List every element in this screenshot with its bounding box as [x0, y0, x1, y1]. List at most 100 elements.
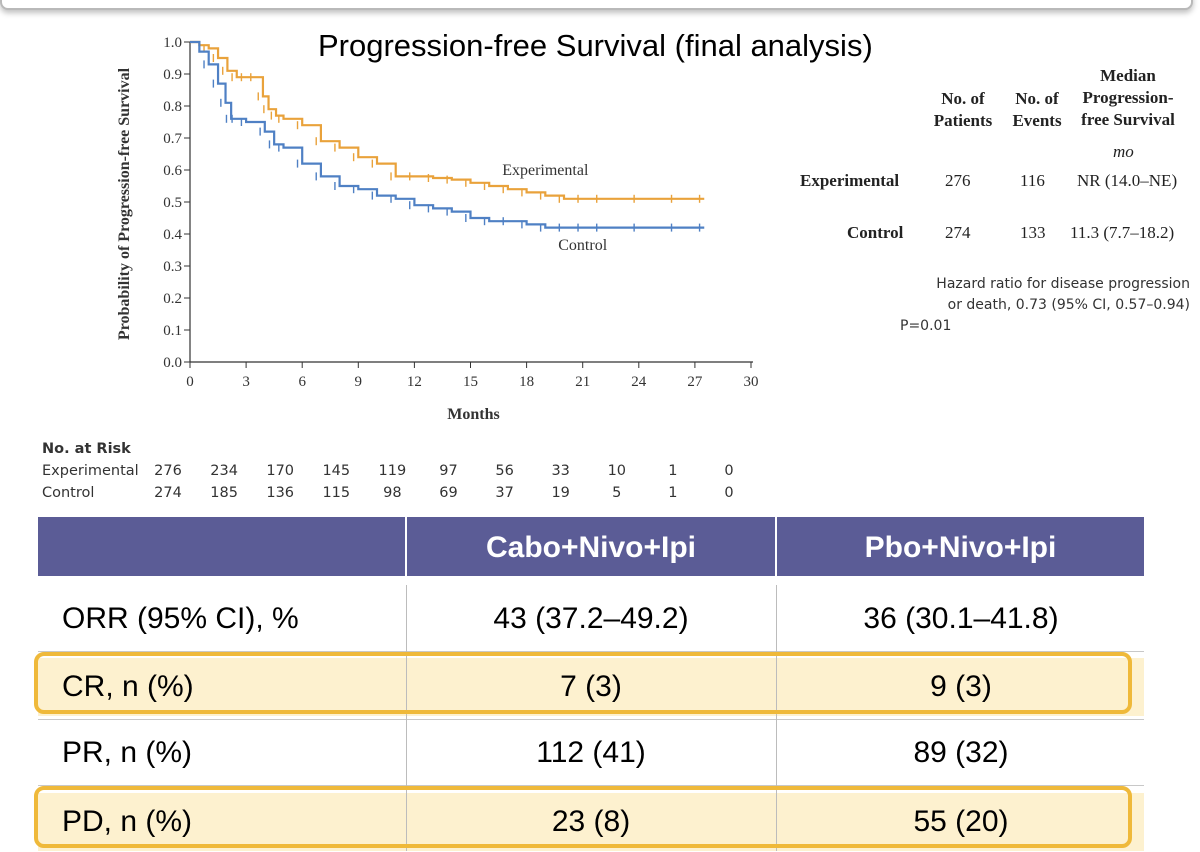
- y-tick-label: 0.4: [163, 227, 182, 243]
- x-tick-label: 30: [744, 374, 759, 390]
- header-patients: No. of Patients: [928, 88, 998, 132]
- row-label-pr: PR, n (%): [62, 736, 193, 769]
- at-risk-value: 145: [322, 463, 351, 479]
- x-tick-label: 15: [463, 374, 478, 390]
- at-risk-value: 136: [266, 485, 295, 501]
- x-tick-label: 27: [687, 374, 703, 390]
- at-risk-value: 274: [154, 485, 182, 501]
- x-tick-label: 21: [575, 374, 590, 390]
- at-risk-value: 10: [607, 463, 627, 479]
- response-table-header: [38, 517, 1144, 576]
- row-pbo-pd: 55 (20): [913, 805, 1009, 838]
- x-tick-label: 24: [631, 374, 647, 390]
- row-label-cr: CR, n (%): [62, 670, 194, 703]
- at-risk-label-experimental: Experimental: [42, 463, 139, 479]
- row-separator: [38, 719, 1144, 720]
- table-row-pr: PR, n (%) 112 (41) 89 (32): [38, 724, 1144, 782]
- x-tick-label: 3: [242, 374, 250, 390]
- header-divider-1: [405, 517, 407, 576]
- at-risk-value: 185: [210, 485, 238, 501]
- y-tick-label: 0.3: [163, 259, 182, 275]
- at-risk-value: 1: [668, 463, 678, 479]
- row-pbo-orr: 36 (30.1–41.8): [863, 602, 1059, 635]
- header-events: No. of Events: [1004, 88, 1070, 132]
- at-risk-value: 1: [668, 485, 678, 501]
- header-events-line1: No. of: [1015, 89, 1059, 108]
- y-tick-label: 1.0: [163, 35, 182, 51]
- at-risk-table: No. at Risk Experimental Control 276 234 1…: [42, 439, 802, 509]
- at-risk-value: 115: [322, 485, 351, 501]
- row-median-experimental: NR (14.0–NE): [1077, 171, 1178, 190]
- highlight-box-pd: [34, 786, 1132, 848]
- at-risk-value: 37: [495, 485, 514, 501]
- y-tick-label: 0.9: [163, 67, 182, 83]
- row-group-control: Control: [847, 223, 904, 242]
- at-risk-value: 33: [551, 463, 570, 479]
- x-axis-label: Months: [447, 406, 499, 423]
- table-row-pd: PD, n (%) 23 (8) 55 (20): [38, 793, 1144, 851]
- at-risk-value: 234: [210, 463, 238, 479]
- header-patients-line2: Patients: [933, 111, 993, 130]
- row-group-experimental: Experimental: [800, 171, 900, 190]
- x-tick-label: 12: [407, 374, 422, 390]
- x-tick-label: 9: [355, 374, 363, 390]
- at-risk-title: No. at Risk: [42, 441, 131, 457]
- y-tick-label: 0.8: [163, 99, 182, 115]
- body-divider-2: [776, 585, 777, 851]
- header-cabo: Cabo+Nivo+Ipi: [485, 531, 697, 564]
- header-patients-line1: No. of: [941, 89, 985, 108]
- row-separator: [38, 651, 1144, 652]
- row-label-orr: ORR (95% CI), %: [62, 602, 299, 635]
- header-divider-2: [775, 517, 777, 576]
- at-risk-value: 98: [383, 485, 402, 501]
- row-median-control: 11.3 (7.7–18.2): [1070, 223, 1175, 242]
- at-risk-value: 5: [612, 485, 622, 501]
- x-tick-label: 6: [298, 374, 306, 390]
- table-row-cr: CR, n (%) 7 (3) 9 (3): [38, 658, 1144, 716]
- row-patients-experimental: 276: [945, 171, 971, 190]
- series-line-experimental: [190, 40, 705, 200]
- y-tick-label: 0.5: [163, 195, 182, 211]
- row-cabo-orr: 43 (37.2–49.2): [493, 602, 689, 635]
- row-pbo-pr: 89 (32): [913, 736, 1009, 769]
- row-cabo-pd: 23 (8): [551, 805, 631, 838]
- header-events-line2: Events: [1012, 111, 1062, 130]
- annotation-control: Control: [558, 237, 607, 254]
- header-median-line3: free Survival: [1081, 110, 1175, 129]
- header-pbo: Pbo+Nivo+Ipi: [864, 531, 1057, 564]
- hazard-line3: P=0.01: [900, 318, 952, 334]
- y-tick-label: 0.2: [163, 291, 182, 307]
- survival-legend-table: No. of Patients No. of Events Median Pro…: [790, 62, 1190, 262]
- at-risk-value: 170: [266, 463, 295, 479]
- row-label-pd: PD, n (%): [62, 805, 193, 838]
- y-tick-label: 0.6: [163, 163, 182, 179]
- highlight-box-cr: [34, 652, 1132, 714]
- y-tick-label: 0.7: [163, 131, 182, 147]
- row-patients-control: 274: [945, 223, 971, 242]
- annotation-experimental: Experimental: [502, 162, 589, 179]
- chart-title: Progression-free Survival (final analysi…: [318, 28, 873, 63]
- at-risk-label-control: Control: [42, 485, 95, 501]
- row-cabo-pr: 112 (41): [536, 736, 646, 769]
- x-tick-label: 0: [186, 374, 194, 390]
- at-risk-value: 19: [551, 485, 570, 501]
- x-tick-label: 18: [519, 374, 534, 390]
- y-tick-label: 0.1: [163, 323, 182, 339]
- hazard-line2: or death, 0.73 (95% CI, 0.57–0.94): [947, 297, 1190, 313]
- header-unit: mo: [1113, 142, 1134, 161]
- at-risk-value: 56: [495, 463, 514, 479]
- table-row-orr: ORR (95% CI), % 43 (37.2–49.2) 36 (30.1–…: [38, 590, 1144, 648]
- header-median: Median Progression- free Survival: [1070, 65, 1186, 131]
- body-divider-1: [406, 585, 407, 851]
- row-cabo-cr: 7 (3): [560, 670, 622, 703]
- at-risk-value: 69: [439, 485, 458, 501]
- hazard-ratio-note: Hazard ratio for disease progression or …: [900, 274, 1190, 337]
- row-separator: [38, 785, 1144, 786]
- row-pbo-cr: 9 (3): [930, 670, 992, 703]
- y-axis-label: Probability of Progression-free Survival: [116, 67, 133, 340]
- at-risk-value: 119: [378, 463, 407, 479]
- at-risk-value: 97: [439, 463, 458, 479]
- header-median-line2: Progression-: [1082, 88, 1174, 107]
- km-chart: 0 3 6 9 12 15 18 21 24 27 30 0.0 0.1 0.2 0.3 0.4 0.5 0.6 0…: [116, 35, 759, 423]
- window-frame: [0, 0, 1193, 10]
